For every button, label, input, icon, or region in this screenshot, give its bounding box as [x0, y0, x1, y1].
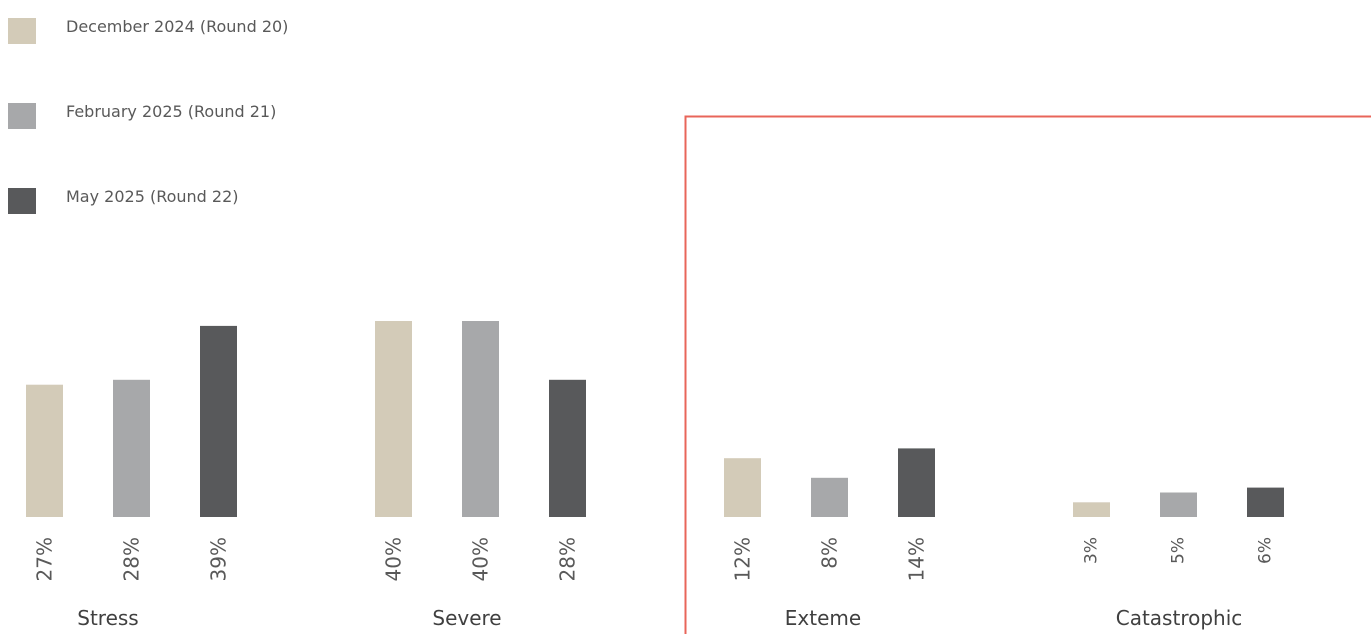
legend-swatch: [8, 188, 36, 214]
bar-value-label: 14%: [905, 537, 929, 581]
bar: [898, 448, 935, 517]
category-label: Catastrophic: [1116, 606, 1243, 630]
legend-swatch: [8, 18, 36, 44]
bar: [811, 477, 848, 517]
bar: [1160, 492, 1197, 517]
bar-value-label: 40%: [469, 537, 493, 581]
legend-label: December 2024 (Round 20): [66, 17, 288, 36]
bar: [549, 379, 586, 517]
bar: [26, 384, 63, 517]
legend-swatch: [8, 103, 36, 129]
bar: [724, 458, 761, 517]
legend-label: May 2025 (Round 22): [66, 187, 239, 206]
bar-value-label: 6%: [1256, 537, 1276, 564]
category-label: Stress: [77, 606, 138, 630]
highlight-box-group: [684, 115, 1371, 634]
bar-value-label: 28%: [556, 537, 580, 581]
highlight-box: [684, 115, 1371, 634]
bar-value-label: 5%: [1169, 537, 1189, 564]
bar-value-label: 8%: [818, 537, 842, 569]
bar-value-label: 27%: [33, 537, 57, 581]
bar: [462, 321, 499, 517]
category-label: Severe: [432, 606, 501, 630]
bar-value-label: 39%: [207, 537, 231, 581]
category-labels-group: Stress Severe Exteme Catastrophic: [77, 606, 1242, 630]
bar: [375, 321, 412, 517]
bar-value-label: 28%: [120, 537, 144, 581]
legend: December 2024 (Round 20) February 2025 (R…: [8, 17, 288, 214]
bar: [1247, 487, 1284, 517]
category-label: Exteme: [785, 606, 861, 630]
value-labels-group: 27% 28% 39% 40% 40% 28% 12% 8% 14% 3% 5% 6%: [33, 537, 1276, 581]
bars-group: [26, 321, 1284, 517]
bar: [200, 325, 237, 517]
legend-label: February 2025 (Round 21): [66, 102, 276, 121]
bar-value-label: 3%: [1082, 537, 1102, 564]
bar: [1073, 502, 1110, 517]
bar-value-label: 12%: [731, 537, 755, 581]
bar-value-label: 40%: [382, 537, 406, 581]
bar: [113, 379, 150, 517]
